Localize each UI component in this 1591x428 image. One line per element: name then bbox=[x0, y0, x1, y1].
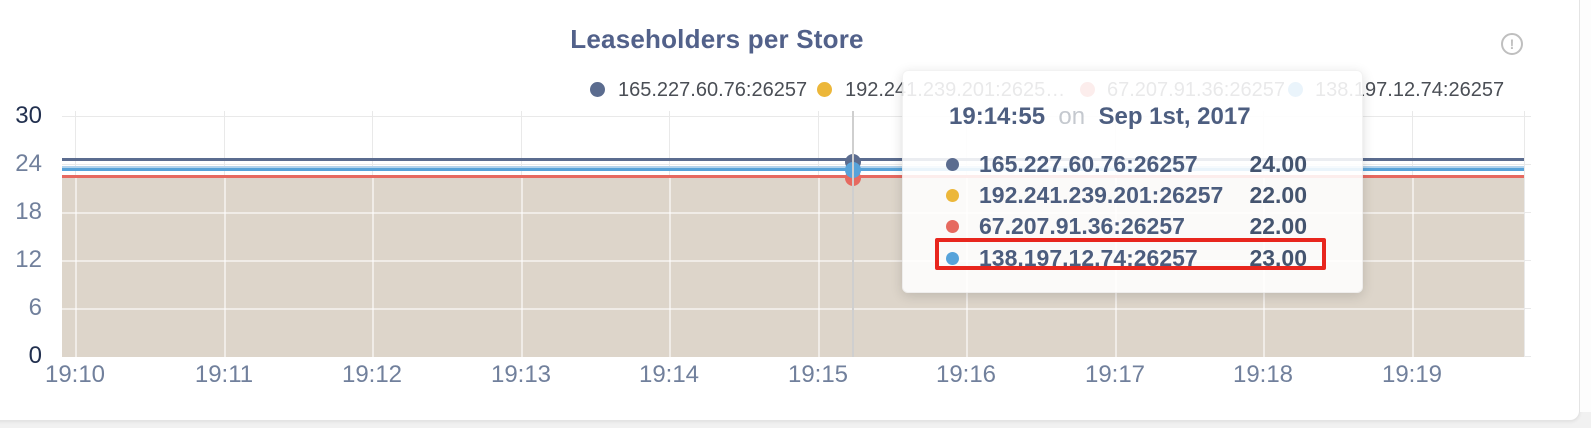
info-icon[interactable]: ! bbox=[1501, 33, 1523, 55]
series-line-red bbox=[62, 175, 1524, 178]
legend-dot-2 bbox=[817, 82, 832, 97]
tooltip-time: 19:14:55 bbox=[949, 103, 1046, 130]
tooltip-series-value: 24.00 bbox=[1249, 151, 1307, 177]
y-tick-30: 30 bbox=[15, 102, 42, 129]
tooltip-series-value: 23.00 bbox=[1249, 245, 1307, 271]
series-dot-red bbox=[946, 220, 959, 233]
tooltip-space bbox=[1085, 103, 1092, 130]
x-tick-1917: 19:17 bbox=[1084, 361, 1146, 388]
tooltip-row-3: 67.207.91.36:26257 22.00 bbox=[938, 211, 1325, 242]
tooltip-on: on bbox=[1058, 103, 1086, 130]
series-line-navy bbox=[62, 158, 1524, 161]
tooltip-row-2: 192.241.239.201:26257 22.00 bbox=[938, 180, 1325, 211]
tooltip-timestamp: 19:14:55 on Sep 1st, 2017 bbox=[949, 103, 1251, 131]
x-tick-1911: 19:11 bbox=[194, 361, 254, 388]
tooltip-series-value: 22.00 bbox=[1249, 213, 1307, 239]
tooltip-row-4-highlighted: 138.197.12.74:26257 23.00 bbox=[938, 243, 1325, 274]
x-tick-1913: 19:13 bbox=[490, 361, 552, 388]
x-tick-1914: 19:14 bbox=[638, 361, 700, 388]
fill-gridline bbox=[62, 260, 1524, 262]
y-tick-24: 24 bbox=[15, 150, 42, 177]
y-tick-6: 6 bbox=[28, 294, 42, 321]
fill-gridline bbox=[669, 178, 671, 357]
y-tick-18: 18 bbox=[15, 198, 42, 225]
series-dot-navy bbox=[946, 158, 959, 171]
fill-gridline bbox=[62, 212, 1524, 214]
x-tick-1918: 19:18 bbox=[1232, 361, 1294, 388]
fill-gridline bbox=[818, 178, 820, 357]
x-tick-1915: 19:15 bbox=[787, 361, 849, 388]
fill-gridline bbox=[521, 178, 523, 357]
series-dot-blue bbox=[946, 252, 959, 265]
v-gridline bbox=[1524, 111, 1525, 357]
hover-tooltip: 19:14:55 on Sep 1st, 2017 165.227.60.76:… bbox=[902, 70, 1363, 293]
fill-gridline bbox=[224, 178, 226, 357]
tooltip-series-name: 165.227.60.76:26257 bbox=[979, 151, 1198, 177]
legend-item-1[interactable]: 165.227.60.76:26257 bbox=[618, 79, 808, 101]
series-line-blue bbox=[62, 168, 1524, 171]
tooltip-date: Sep 1st, 2017 bbox=[1098, 103, 1251, 130]
h-gridline bbox=[62, 164, 1531, 165]
tooltip-series-name: 192.241.239.201:26257 bbox=[979, 182, 1224, 208]
tooltip-series-value: 22.00 bbox=[1249, 182, 1307, 208]
series-dot-yellow bbox=[946, 189, 959, 202]
h-gridline bbox=[62, 116, 1531, 117]
tooltip-series-name: 67.207.91.36:26257 bbox=[979, 213, 1185, 239]
exclamation-glyph: ! bbox=[1509, 36, 1515, 52]
y-tick-0: 0 bbox=[28, 342, 42, 369]
fill-gridline bbox=[372, 178, 374, 357]
tooltip-row-1: 165.227.60.76:26257 24.00 bbox=[938, 149, 1325, 180]
x-tick-1910: 19:10 bbox=[44, 361, 106, 388]
fill-gridline bbox=[1412, 178, 1414, 357]
tooltip-series-name: 138.197.12.74:26257 bbox=[979, 245, 1198, 271]
x-tick-1912: 19:12 bbox=[341, 361, 403, 388]
chart-title: Leaseholders per Store bbox=[570, 24, 864, 54]
hover-guideline bbox=[852, 111, 854, 357]
fill-gridline bbox=[62, 308, 1524, 310]
legend-dot-1 bbox=[590, 82, 605, 97]
adjacent-card-edge bbox=[1580, 0, 1591, 412]
series-line-blue-halo bbox=[62, 166, 1524, 168]
y-tick-12: 12 bbox=[15, 246, 42, 273]
fill-gridline bbox=[75, 178, 77, 357]
x-tick-1916: 19:16 bbox=[935, 361, 997, 388]
x-tick-1919: 19:19 bbox=[1381, 361, 1443, 388]
